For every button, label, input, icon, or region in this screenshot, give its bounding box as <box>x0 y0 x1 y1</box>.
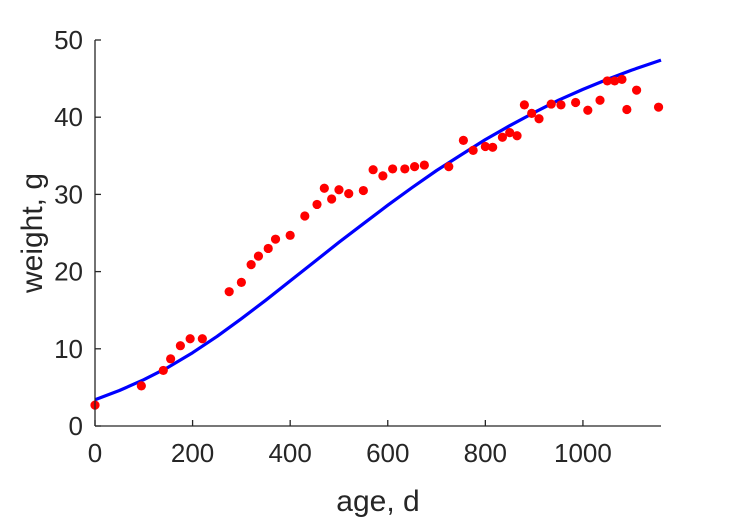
data-point <box>378 171 388 181</box>
x-tick-label: 600 <box>366 438 409 468</box>
y-tick-label: 50 <box>54 25 83 55</box>
data-point <box>158 365 168 376</box>
data-point <box>534 114 544 124</box>
data-point <box>300 211 310 221</box>
y-tick-label: 30 <box>54 179 83 209</box>
data-point <box>319 183 329 193</box>
data-point <box>519 100 529 110</box>
data-point <box>617 74 627 84</box>
data-point <box>468 145 478 155</box>
y-tick-label: 10 <box>54 334 83 364</box>
data-point <box>602 76 612 86</box>
data-point <box>334 185 344 195</box>
data-point <box>556 100 566 110</box>
data-point <box>253 251 264 261</box>
fit-curve-layer <box>94 58 662 402</box>
x-tick-label: 800 <box>464 438 507 468</box>
data-point <box>622 104 632 115</box>
fit-curve <box>94 58 662 402</box>
data-point <box>285 230 295 240</box>
data-point <box>136 381 146 391</box>
data-point <box>236 277 246 288</box>
data-point <box>368 165 378 175</box>
data-point <box>632 85 642 95</box>
data-point <box>527 108 537 118</box>
data-point <box>197 334 207 344</box>
data-point <box>263 243 273 254</box>
x-tick-label: 200 <box>171 438 214 468</box>
x-tick-label: 400 <box>268 438 311 468</box>
data-point <box>571 97 581 108</box>
data-points-layer <box>90 74 664 410</box>
y-tick-label: 40 <box>54 102 83 132</box>
data-point <box>344 189 354 199</box>
data-point <box>653 102 664 112</box>
data-point <box>497 132 508 142</box>
data-point <box>327 194 337 204</box>
data-point <box>246 260 256 270</box>
axes <box>94 40 661 427</box>
data-point <box>166 354 176 364</box>
data-point <box>583 105 593 115</box>
x-axis-label: age, d <box>336 485 419 518</box>
x-tick-label: 0 <box>88 438 102 468</box>
data-point <box>419 160 429 170</box>
data-point <box>175 341 185 351</box>
data-point <box>595 95 605 105</box>
data-point <box>512 131 522 141</box>
data-point <box>488 142 498 152</box>
data-point <box>400 164 410 174</box>
data-point <box>312 199 322 210</box>
data-point <box>505 128 515 138</box>
data-point <box>444 162 454 172</box>
y-tick-label: 0 <box>69 411 83 441</box>
x-tick-label: 1000 <box>554 438 612 468</box>
data-point <box>610 76 620 86</box>
data-point <box>480 141 490 152</box>
data-point <box>388 164 398 174</box>
data-point <box>458 135 468 145</box>
data-point <box>270 234 281 244</box>
data-point <box>546 99 556 109</box>
y-axis-label: weight, g <box>16 173 49 294</box>
data-point <box>185 334 195 344</box>
data-point <box>358 185 368 196</box>
data-point <box>224 287 234 297</box>
data-point <box>409 162 420 172</box>
ticks: 0 10 20 30 40 50 0 200 400 600 800 1000 <box>54 25 612 468</box>
y-tick-label: 20 <box>54 257 83 287</box>
